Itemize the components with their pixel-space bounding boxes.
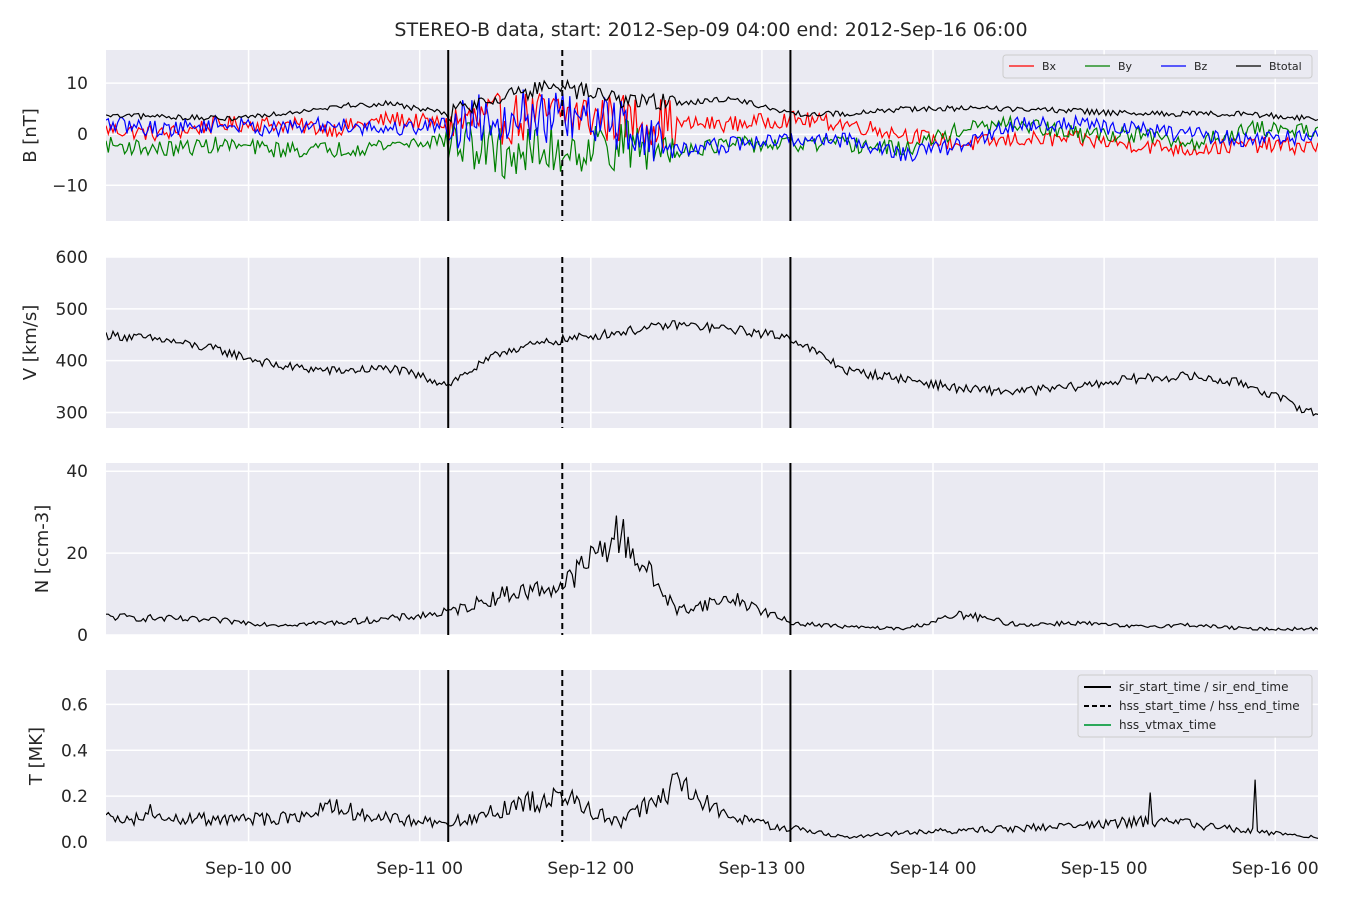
- y-tick-label: −10: [52, 176, 88, 196]
- series-v: [106, 320, 1318, 417]
- x-tick-label: Sep-15 00: [1061, 859, 1148, 879]
- b-legend: Bx By Bz Btotal: [1002, 54, 1313, 79]
- x-tick-labels: Sep-10 00 Sep-11 00 Sep-12 00 Sep-13 00 Sep-…: [205, 859, 1318, 879]
- legend-box: [1002, 54, 1313, 79]
- series-n: [106, 515, 1318, 632]
- y-axis-label: B [nT]: [20, 108, 41, 163]
- x-tick-label: Sep-13 00: [718, 859, 805, 879]
- y-tick-label: 40: [66, 462, 88, 482]
- y-tick-label: 20: [66, 544, 88, 564]
- plot-area: [106, 463, 1318, 635]
- x-tick-label: Sep-11 00: [376, 859, 463, 879]
- series-bz: [106, 89, 1318, 163]
- legend-box: [1077, 674, 1313, 738]
- series-t: [106, 772, 1318, 839]
- y-tick-label: 0.6: [61, 695, 88, 715]
- series-btotal: [106, 78, 1318, 123]
- y-axis-label: N [ccm-3]: [32, 505, 53, 594]
- series-by: [106, 114, 1318, 180]
- legend-label-btotal: Btotal: [1269, 60, 1302, 73]
- y-tick-label: 600: [56, 248, 88, 268]
- x-tick-label: Sep-10 00: [205, 859, 292, 879]
- panel-1: 10 0 −10 B [nT] Bx By Bz Btotal: [20, 50, 1318, 221]
- legend-label-0: sir_start_time / sir_end_time: [1119, 680, 1289, 694]
- event-legend: sir_start_time / sir_end_time hss_start_t…: [1077, 674, 1313, 738]
- x-tick-label: Sep-14 00: [890, 859, 977, 879]
- legend-label-by: By: [1118, 60, 1133, 73]
- x-tick-label: Sep-12 00: [547, 859, 634, 879]
- y-tick-label: 0.2: [61, 787, 88, 807]
- panel-3: 40 20 0 N [ccm-3]: [32, 462, 1318, 646]
- legend-label-bx: Bx: [1042, 60, 1057, 73]
- y-tick-label: 0.4: [61, 741, 88, 761]
- y-tick-label: 0.0: [61, 833, 88, 853]
- chart-title: STEREO-B data, start: 2012-Sep-09 04:00 …: [394, 19, 1027, 41]
- plot-area: [106, 257, 1318, 428]
- y-tick-label: 0: [77, 125, 88, 145]
- y-axis-label: T [MK]: [26, 727, 47, 786]
- y-tick-label: 300: [56, 403, 88, 423]
- legend-label-bz: Bz: [1194, 60, 1208, 73]
- legend-label-1: hss_start_time / hss_end_time: [1119, 699, 1300, 713]
- panel-2: 600 500 400 300 V [km/s]: [20, 248, 1318, 428]
- x-tick-label: Sep-16 00: [1232, 859, 1319, 879]
- y-tick-label: 400: [56, 352, 88, 372]
- legend-label-2: hss_vtmax_time: [1119, 718, 1216, 732]
- y-axis-label: V [km/s]: [20, 305, 41, 380]
- y-tick-label: 500: [56, 300, 88, 320]
- y-tick-label: 10: [66, 74, 88, 94]
- panel-4: 0.6 0.4 0.2 0.0 T [MK] sir_start_time / sir_e…: [26, 670, 1318, 853]
- y-tick-label: 0: [77, 626, 88, 646]
